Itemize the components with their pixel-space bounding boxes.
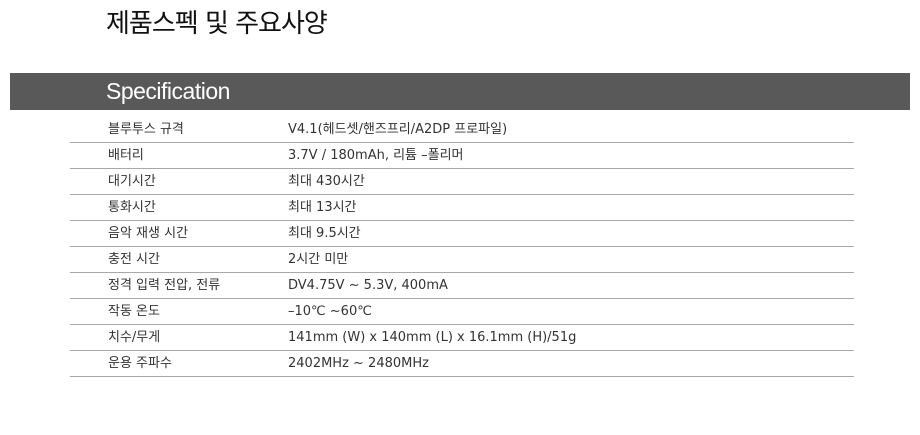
spec-value: 2시간 미만 [288,252,349,267]
spec-row-music-time: 음악 재생 시간 최대 9.5시간 [70,221,854,247]
spec-value: 2402MHz ~ 2480MHz [288,356,429,371]
spec-row-talk-time: 통화시간 최대 13시간 [70,195,854,221]
spec-row-dimensions-weight: 치수/무게 141mm (W) x 140mm (L) x 16.1mm (H)… [70,325,854,351]
spec-value: 최대 13시간 [288,200,357,215]
spec-name: 작동 온도 [108,304,160,319]
spec-value: 최대 9.5시간 [288,226,361,241]
spec-row-standby: 대기시간 최대 430시간 [70,169,854,195]
spec-name: 대기시간 [108,174,156,189]
spec-row-rated-input: 정격 입력 전압, 전류 DV4.75V ~ 5.3V, 400mA [70,273,854,299]
spec-name: 정격 입력 전압, 전류 [108,278,221,293]
spec-value: V4.1(헤드셋/핸즈프리/A2DP 프로파일) [288,122,508,137]
spec-table: 블루투스 규격 V4.1(헤드셋/핸즈프리/A2DP 프로파일) 배터리 3.7… [70,117,854,377]
specification-header-bar: Specification [10,73,910,110]
spec-value: 141mm (W) x 140mm (L) x 16.1mm (H)/51g [288,330,577,345]
spec-row-battery: 배터리 3.7V / 180mAh, 리튬 –폴리머 [70,143,854,169]
spec-value: DV4.75V ~ 5.3V, 400mA [288,278,448,293]
spec-row-operating-temp: 작동 온도 –10℃ ~60℃ [70,299,854,325]
spec-value: 최대 430시간 [288,174,365,189]
spec-name: 치수/무게 [108,330,161,345]
spec-row-charge-time: 충전 시간 2시간 미만 [70,247,854,273]
spec-value: 3.7V / 180mAh, 리튬 –폴리머 [288,148,464,163]
spec-name: 음악 재생 시간 [108,226,189,241]
spec-name: 블루투스 규격 [108,122,184,137]
spec-name: 배터리 [108,148,144,163]
spec-name: 운용 주파수 [108,356,172,371]
page-title: 제품스펙 및 주요사양 [106,9,328,39]
spec-value: –10℃ ~60℃ [288,304,372,319]
spec-name: 충전 시간 [108,252,160,267]
spec-row-bluetooth: 블루투스 규격 V4.1(헤드셋/핸즈프리/A2DP 프로파일) [70,117,854,143]
spec-name: 통화시간 [108,200,156,215]
spec-row-frequency: 운용 주파수 2402MHz ~ 2480MHz [70,351,854,377]
specification-label: Specification [106,78,230,104]
